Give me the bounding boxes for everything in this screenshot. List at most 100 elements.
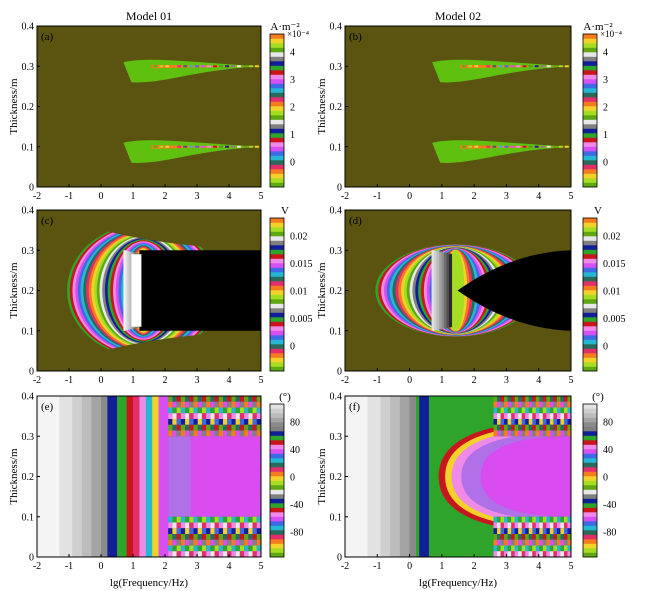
phase-pixel	[206, 528, 211, 534]
colorbar-cell	[270, 539, 284, 544]
phase-pixel	[532, 401, 537, 408]
colorbar-cell	[583, 258, 597, 264]
phase-pixel	[231, 551, 236, 557]
phase-pixel	[493, 528, 498, 534]
current-layer-1-stripe	[540, 145, 545, 148]
phase-pixel	[252, 545, 257, 552]
y-axis-label: Thickness/m	[8, 78, 20, 135]
phase-pixel	[514, 516, 519, 523]
phase-pixel	[553, 430, 558, 437]
heatmap-area	[37, 396, 261, 557]
phase-pixel	[525, 396, 530, 402]
current-layer-0-stripe	[516, 65, 521, 68]
colorbar-tick-label: -80	[290, 528, 303, 539]
colorbar-cell	[270, 308, 284, 313]
current-layer-0-stripe	[546, 65, 551, 68]
current-layer-1-stripe	[510, 145, 515, 148]
phase-pixel	[532, 407, 537, 414]
phase-pixel	[507, 424, 512, 431]
phase-pixel	[193, 522, 198, 529]
colorbar-tick-label: 1	[290, 130, 295, 141]
x-tick-label: -1	[65, 375, 73, 386]
phase-pixel	[546, 534, 551, 540]
phase-pixel	[197, 522, 202, 529]
phase-pixel	[542, 534, 548, 540]
colorbar-tick-label: 0.01	[603, 287, 621, 298]
phase-pixel	[507, 539, 512, 546]
phase-pixel	[528, 407, 533, 414]
colorbar-cell	[583, 339, 597, 345]
colorbar-cell	[583, 317, 597, 322]
phase-pixel	[539, 534, 544, 540]
phase-pixel	[535, 516, 540, 523]
phase-pixel	[518, 413, 523, 419]
colorbar-tick-label: 40	[290, 445, 300, 456]
phase-pixel	[210, 413, 215, 419]
colorbar-cell	[270, 43, 284, 48]
current-layer-0-stripe	[468, 65, 473, 68]
phase-pixel	[553, 407, 558, 414]
y-tick-label: 0.2	[22, 472, 35, 483]
phase-pixel	[556, 430, 562, 437]
colorbar-tick-label: 1	[603, 130, 608, 141]
phase-pixel	[197, 430, 202, 437]
phase-pixel	[239, 539, 245, 546]
colorbar-cell	[270, 362, 284, 367]
phase-band	[345, 396, 369, 557]
colorbar-cell	[583, 70, 597, 75]
y-axis-label: Thickness/m	[316, 262, 328, 319]
phase-pixel	[535, 545, 540, 552]
current-layer-1-stripe	[528, 145, 533, 148]
colorbar-cell	[583, 458, 597, 463]
phase-pixel	[528, 516, 533, 523]
colorbar-cell	[583, 335, 597, 340]
phase-band	[409, 396, 417, 557]
phase-pixel	[535, 413, 540, 419]
phase-pixel	[197, 401, 202, 408]
phase-pixel	[528, 522, 533, 529]
phase-pixel	[235, 401, 240, 408]
x-tick-label: 0	[99, 375, 104, 386]
phase-pixel	[549, 424, 555, 431]
phase-pixel	[256, 528, 261, 534]
phase-pixel	[218, 534, 224, 540]
colorbar-cell	[270, 70, 284, 75]
phase-pixel	[244, 534, 249, 540]
colorbar-cell	[583, 534, 597, 540]
colorbar-cell	[270, 353, 284, 358]
phase-pixel	[563, 522, 569, 529]
potential-gradient	[125, 250, 128, 331]
current-layer-1-stripe	[177, 145, 182, 148]
phase-pixel	[514, 413, 519, 419]
phase-pixel	[504, 539, 509, 546]
phase-pixel	[493, 407, 498, 414]
phase-pixel	[185, 419, 190, 425]
phase-pixel	[507, 528, 512, 534]
background-mask-bottom	[81, 330, 261, 361]
phase-pixel	[511, 413, 516, 419]
phase-pixel	[546, 419, 551, 425]
current-layer-1-stripe	[183, 145, 188, 148]
colorbar-frame	[269, 217, 285, 372]
phase-pixel	[514, 396, 519, 402]
colorbar-cell	[270, 65, 284, 71]
phase-pixel	[218, 419, 224, 425]
colorbar-cell	[583, 435, 597, 441]
phase-pixel	[168, 419, 173, 425]
current-layer-0-stripe	[462, 65, 467, 68]
phase-pixel	[244, 424, 249, 431]
phase-pixel	[521, 396, 526, 402]
x-tick-label: 1	[439, 561, 444, 572]
colorbar-cell	[270, 240, 284, 246]
phase-pixel	[235, 534, 240, 540]
x-tick-label: -2	[33, 561, 41, 572]
phase-band	[101, 396, 108, 557]
phase-pixel	[525, 407, 530, 414]
y-axis-label: Thickness/m	[8, 262, 20, 319]
y-tick-label: 0.2	[22, 102, 35, 113]
phase-pixel	[549, 522, 555, 529]
phase-pixel	[172, 522, 177, 529]
colorbar-cell	[270, 467, 284, 472]
phase-pixel	[549, 551, 555, 557]
phase-pixel	[539, 528, 544, 534]
